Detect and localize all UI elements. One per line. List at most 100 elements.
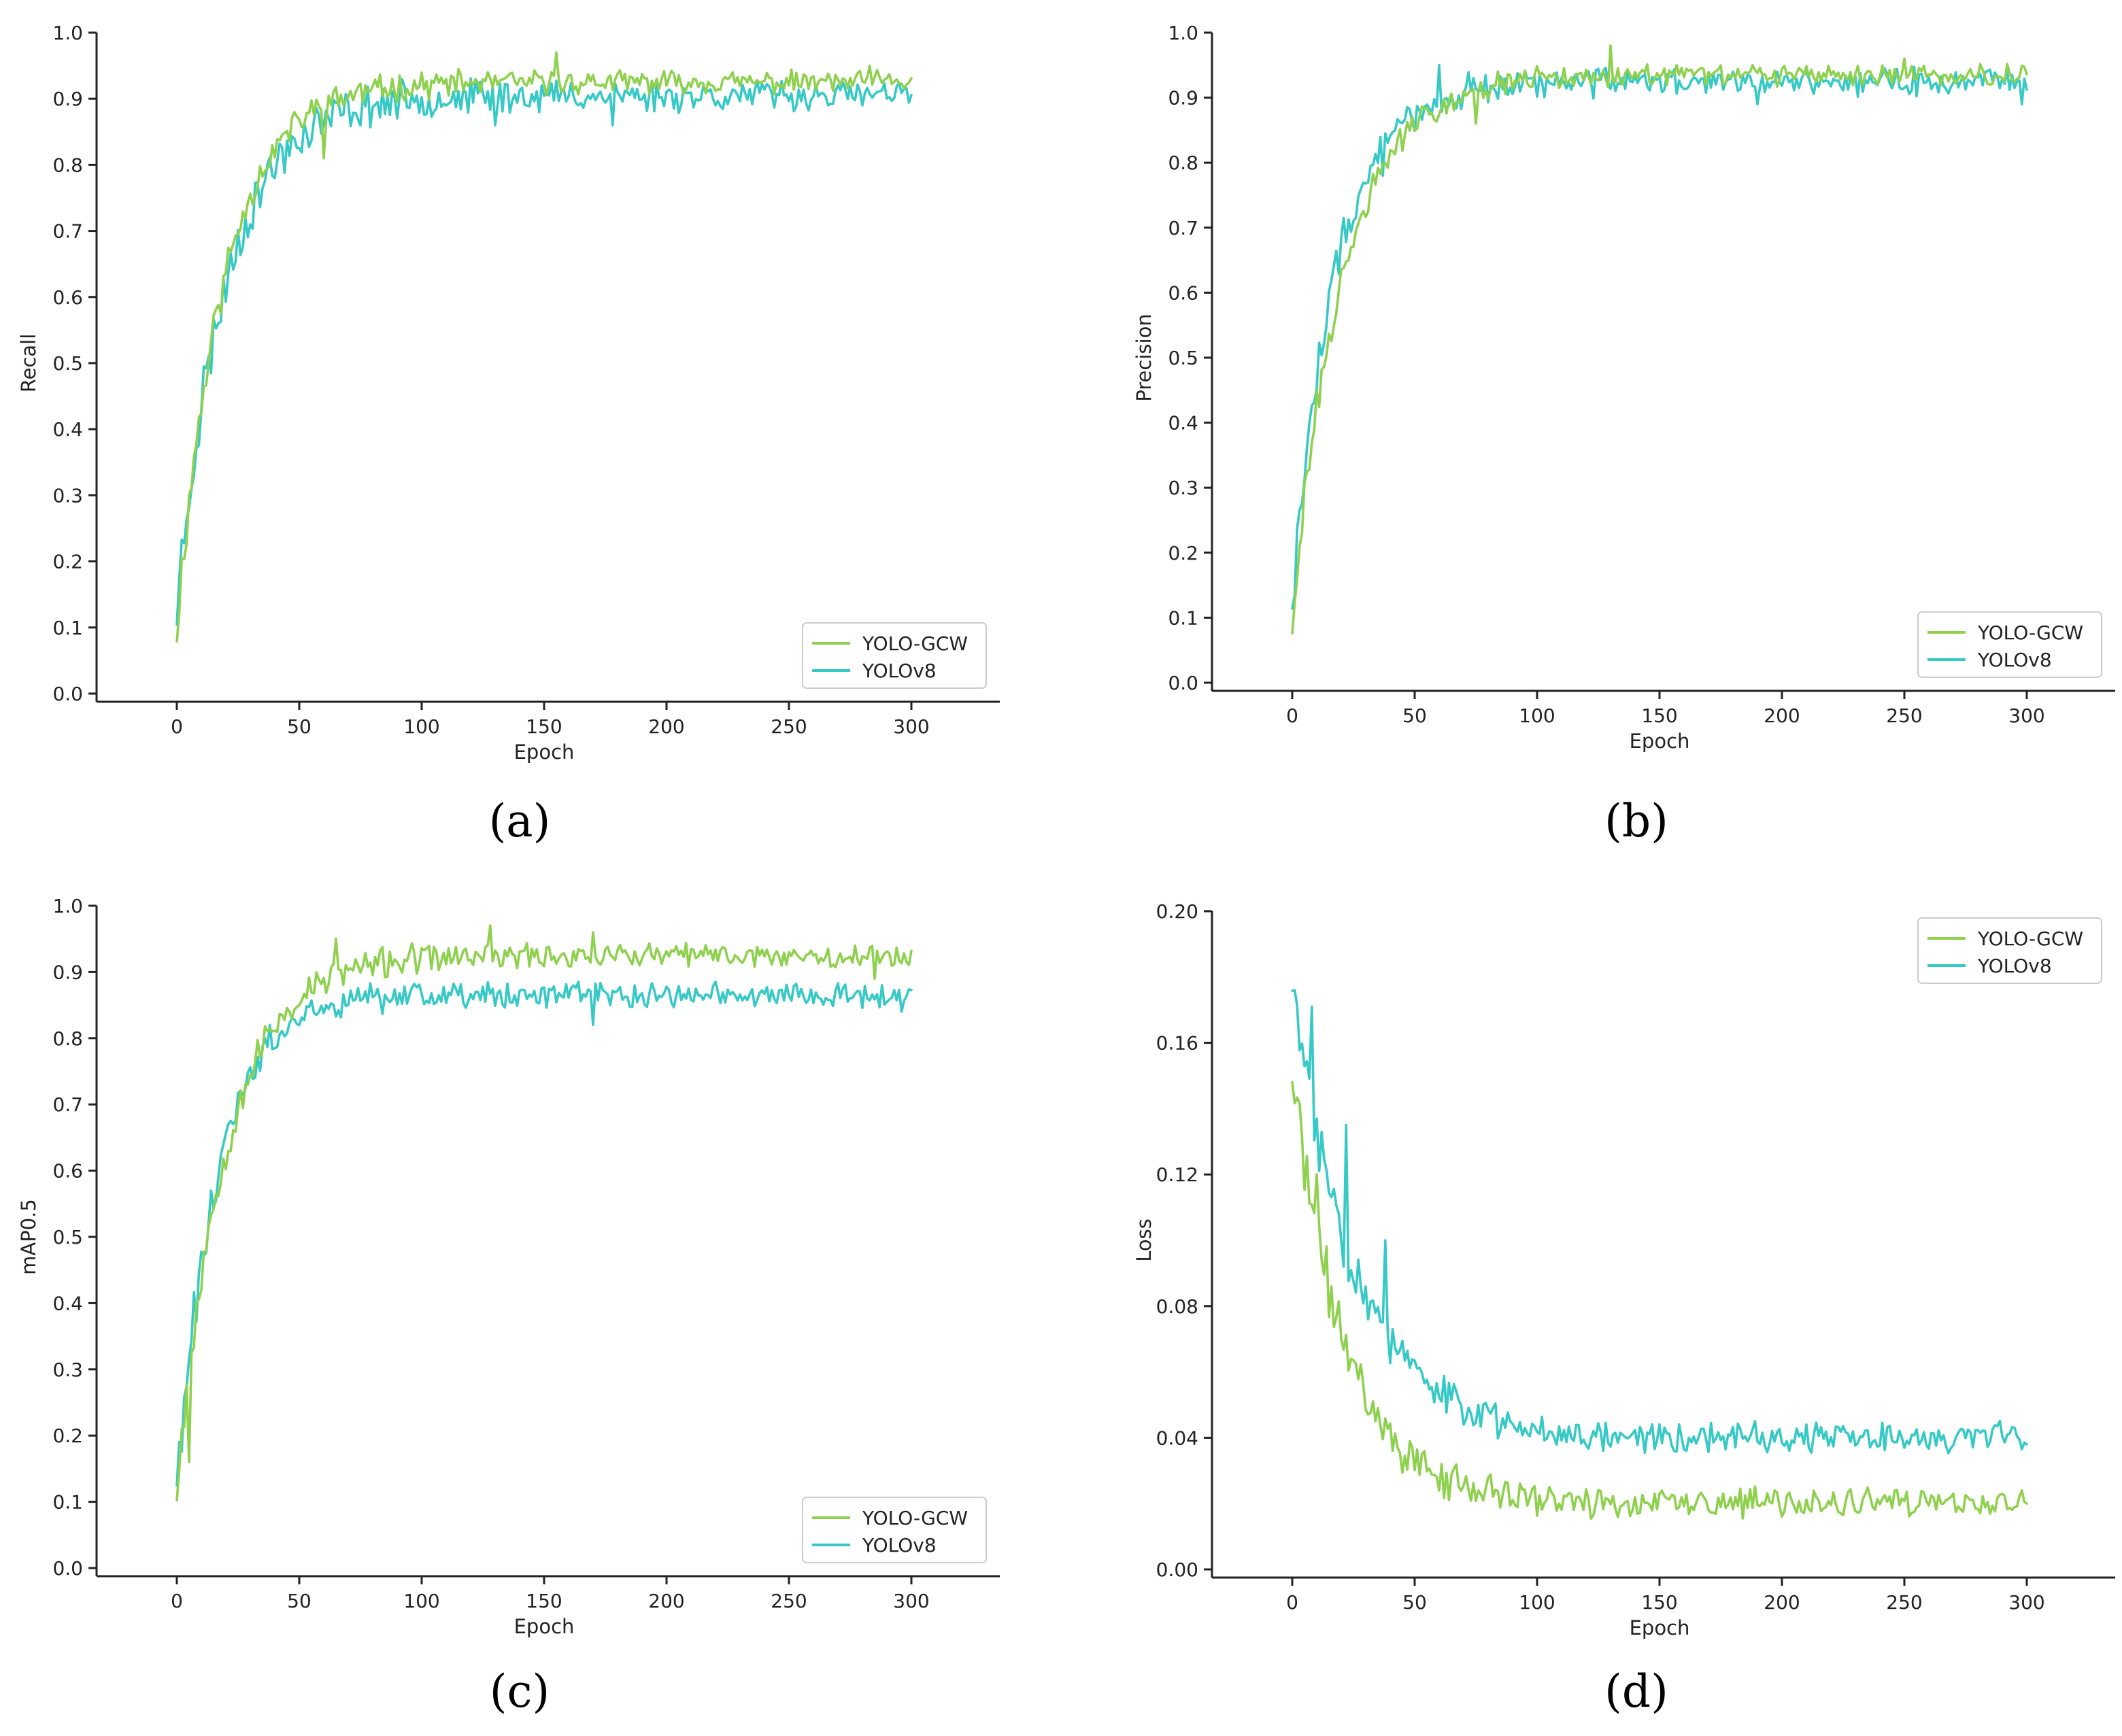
y-tick-label: 0.3 — [1168, 477, 1198, 499]
y-tick-label: 0.4 — [52, 418, 83, 441]
y-tick-label: 0.04 — [1156, 1427, 1198, 1449]
y-tick-label: 0.20 — [1156, 900, 1198, 923]
y-axis-label: Recall — [17, 334, 40, 393]
y-tick-label: 0.1 — [52, 617, 83, 639]
y-axis-label: Precision — [1132, 313, 1156, 401]
series-line-yolo-gcw — [1291, 44, 2028, 635]
y-tick-label: 1.0 — [1168, 22, 1198, 44]
legend-label: YOLO-GCW — [862, 632, 968, 655]
x-tick-label: 100 — [403, 1590, 439, 1612]
y-tick-label: 0.12 — [1156, 1163, 1198, 1186]
y-tick-label: 0.0 — [52, 1557, 83, 1580]
x-tick-label: 50 — [287, 715, 311, 738]
x-tick-label: 0 — [171, 1590, 183, 1612]
y-tick-label: 0.2 — [52, 1425, 83, 1447]
y-tick-label: 0.0 — [52, 683, 83, 705]
y-tick-label: 0.6 — [52, 1160, 83, 1182]
x-tick-label: 100 — [403, 715, 439, 738]
panel-recall: (a) 0.0 0.1 0.2 0.3 0.4 0.5 0.6 0.7 0.8 0.9 1.0 0 50… — [17, 22, 1000, 847]
y-tick-label: 0.3 — [52, 484, 83, 507]
series-line-yolov8 — [175, 77, 913, 626]
x-tick-label: 150 — [1641, 1591, 1677, 1614]
y-axis-label: mAP0.5 — [17, 1199, 40, 1275]
x-tick-label: 100 — [1519, 1591, 1555, 1614]
y-tick-label: 0.4 — [1168, 412, 1198, 435]
x-tick-label: 200 — [1764, 704, 1800, 727]
legend-label: YOLOv8 — [862, 1534, 937, 1556]
y-tick-label: 0.0 — [1168, 672, 1198, 694]
panel-map: (c) 0.0 0.1 0.2 0.3 0.4 0.5 0.6 0.7 0.8 0.9 1.0 0 50… — [17, 895, 1000, 1718]
y-tick-label: 1.0 — [52, 895, 83, 917]
panel-loss: (d) 0.00 0.04 0.08 0.12 0.16 0.20 0 50 100 150 200… — [1132, 900, 2115, 1718]
x-tick-label: 100 — [1519, 704, 1555, 727]
x-axis-label: Epoch — [514, 1615, 575, 1638]
x-tick-label: 250 — [1886, 704, 1922, 727]
legend: YOLO-GCW YOLOv8 — [1917, 917, 2102, 984]
y-tick-label: 0.5 — [52, 1226, 83, 1248]
series-line-yolo-gcw — [175, 924, 913, 1502]
y-tick-label: 0.8 — [1168, 152, 1198, 174]
caption-d: (d) — [1604, 1665, 1668, 1718]
y-tick-label: 0.6 — [52, 286, 83, 309]
x-tick-label: 0 — [171, 715, 183, 738]
legend-label: YOLOv8 — [862, 660, 937, 682]
y-tick-label: 0.8 — [52, 154, 83, 176]
y-tick-label: 0.5 — [1168, 347, 1198, 369]
x-axis-label: Epoch — [1630, 1616, 1690, 1639]
legend-label: YOLO-GCW — [862, 1507, 968, 1529]
series-line-yolo-gcw — [1291, 1080, 2028, 1520]
caption-c: (c) — [490, 1665, 550, 1718]
legend: YOLO-GCW YOLOv8 — [1917, 611, 2102, 678]
y-tick-label: 0.00 — [1156, 1559, 1198, 1581]
y-tick-label: 0.16 — [1156, 1032, 1198, 1055]
y-tick-label: 0.2 — [1168, 542, 1198, 564]
y-tick-label: 0.7 — [52, 220, 83, 243]
legend-label: YOLOv8 — [1977, 955, 2052, 977]
legend-label: YOLO-GCW — [1977, 622, 2083, 644]
panel-precision: (b) 0.0 0.1 0.2 0.3 0.4 0.5 0.6 0.7 0.8 0.9 1.0 0 50… — [1132, 22, 2115, 847]
x-tick-label: 150 — [526, 1590, 562, 1612]
caption-b: (b) — [1604, 795, 1668, 847]
y-axis-label: Loss — [1132, 1219, 1156, 1262]
x-tick-label: 0 — [1286, 1591, 1298, 1614]
legend: YOLO-GCW YOLOv8 — [802, 622, 987, 689]
y-tick-label: 0.9 — [1168, 87, 1198, 109]
y-tick-label: 0.1 — [52, 1491, 83, 1514]
y-tick-label: 0.4 — [52, 1292, 83, 1314]
x-tick-label: 150 — [526, 715, 562, 738]
x-tick-label: 0 — [1286, 704, 1298, 727]
y-tick-label: 0.7 — [1168, 217, 1198, 239]
series-line-yolov8 — [175, 981, 913, 1487]
caption-a: (a) — [489, 795, 551, 847]
y-tick-label: 0.8 — [52, 1027, 83, 1050]
x-tick-label: 150 — [1641, 704, 1677, 727]
x-tick-label: 50 — [287, 1590, 311, 1612]
y-tick-label: 0.08 — [1156, 1295, 1198, 1318]
x-tick-label: 200 — [648, 715, 684, 738]
legend: YOLO-GCW YOLOv8 — [802, 1497, 987, 1563]
x-tick-label: 50 — [1402, 704, 1427, 727]
legend-label: YOLOv8 — [1977, 649, 2052, 671]
y-tick-label: 0.9 — [52, 88, 83, 110]
y-tick-label: 0.6 — [1168, 282, 1198, 304]
x-axis-label: Epoch — [1630, 730, 1690, 753]
y-tick-label: 1.0 — [52, 22, 83, 44]
y-tick-label: 0.7 — [52, 1093, 83, 1116]
legend-label: YOLO-GCW — [1977, 927, 2083, 950]
x-tick-label: 300 — [2008, 704, 2044, 727]
x-tick-label: 300 — [2008, 1591, 2044, 1614]
y-tick-label: 0.3 — [52, 1359, 83, 1381]
y-tick-label: 0.1 — [1168, 607, 1198, 629]
y-tick-label: 0.2 — [52, 551, 83, 573]
x-tick-label: 200 — [1764, 1591, 1800, 1614]
x-tick-label: 300 — [893, 1590, 929, 1612]
x-axis-label: Epoch — [514, 741, 575, 764]
x-tick-label: 250 — [1886, 1591, 1922, 1614]
series-line-yolo-gcw — [175, 51, 913, 643]
y-tick-label: 0.9 — [52, 961, 83, 983]
x-tick-label: 200 — [648, 1590, 684, 1612]
x-tick-label: 250 — [771, 1590, 807, 1612]
x-tick-label: 250 — [771, 715, 807, 738]
series-line-yolov8 — [1291, 989, 2028, 1454]
